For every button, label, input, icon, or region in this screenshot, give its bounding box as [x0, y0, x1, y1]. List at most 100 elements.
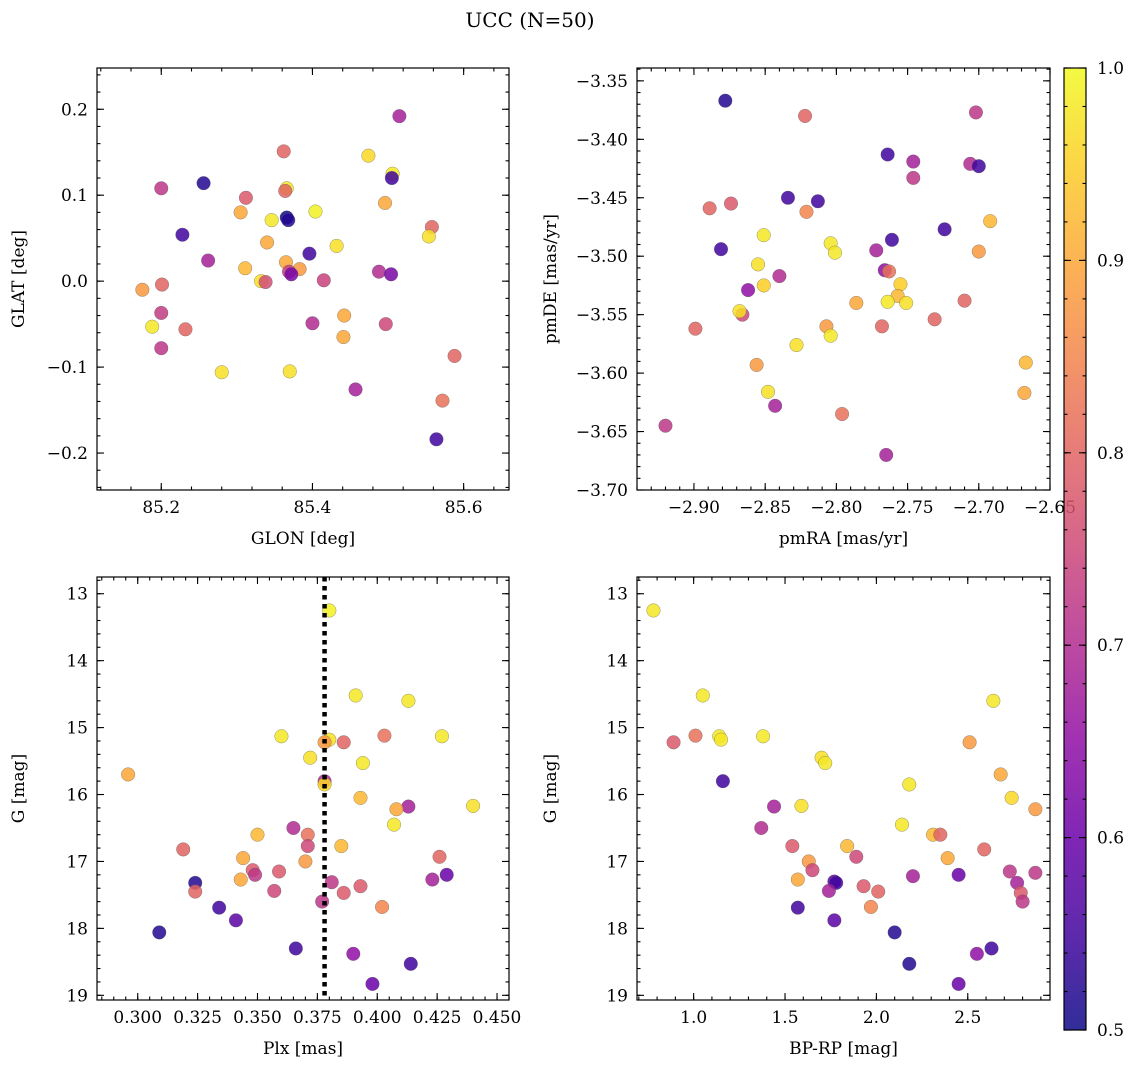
y-axis-label: G [mag]: [541, 754, 561, 823]
scatter-point: [298, 854, 313, 869]
scatter-point: [288, 941, 303, 956]
scatter-points: [135, 109, 462, 447]
scatter-point: [447, 348, 462, 363]
scatter-point: [145, 319, 160, 334]
scatter-point: [871, 884, 886, 899]
x-tick-label: −2.90: [668, 498, 720, 518]
scatter-point: [276, 144, 291, 159]
scatter-point: [927, 312, 942, 327]
x-tick-label: 1.5: [771, 1008, 798, 1028]
scatter-point: [432, 849, 447, 864]
scatter-point: [238, 190, 253, 205]
scatter-point: [152, 925, 167, 940]
scatter-point: [840, 839, 855, 854]
scatter-point: [401, 693, 416, 708]
scatter-point: [264, 213, 279, 228]
y-tick-label: 18: [66, 919, 88, 939]
x-tick-label: −2.70: [953, 498, 1005, 518]
scatter-point: [1017, 385, 1032, 401]
scatter-point: [818, 756, 833, 771]
x-tick-label: 0.325: [173, 1008, 222, 1028]
scatter-point: [284, 267, 299, 282]
colorbar-tick-label: 0.6: [1097, 829, 1124, 849]
x-tick-label: 0.400: [353, 1008, 402, 1028]
y-tick-label: 17: [606, 852, 628, 872]
x-tick-label: 85.2: [142, 498, 180, 518]
scatter-point: [951, 867, 966, 882]
scatter-point: [906, 154, 921, 169]
scatter-point: [392, 109, 407, 124]
scatter-point: [790, 872, 805, 887]
y-tick-label: −3.55: [576, 306, 628, 326]
scatter-point: [688, 321, 703, 336]
scatter-point: [749, 357, 764, 372]
x-tick-label: 0.425: [413, 1008, 462, 1028]
scatter-point: [869, 243, 884, 258]
colorbar-tick-label: 0.5: [1097, 1021, 1124, 1041]
scatter-point: [1002, 864, 1017, 879]
scatter-point: [794, 798, 809, 813]
x-tick-label: 85.4: [294, 498, 332, 518]
y-tick-label: −0.2: [47, 444, 88, 464]
scatter-point: [902, 956, 917, 971]
scatter-point: [258, 274, 273, 290]
colorbar-gradient: [1063, 67, 1087, 1031]
scatter-point: [365, 976, 380, 991]
scatter-point: [732, 304, 747, 319]
scatter-point: [713, 242, 729, 257]
y-axis-label: GLAT [deg]: [9, 230, 29, 328]
y-tick-label: 13: [606, 585, 628, 605]
x-axis-label: pmRA [mas/yr]: [779, 529, 908, 549]
scatter-point: [154, 277, 170, 292]
panel-4: 1.0 1.5 2.0 2.5 13 14 15 16 17 18 19 BP-RP [mag] G […: [541, 576, 1051, 1059]
scatter-point: [756, 278, 771, 293]
scatter-point: [154, 341, 169, 356]
scatter-point: [756, 228, 771, 243]
scatter-point: [274, 729, 289, 744]
x-axis-label: GLON [deg]: [251, 529, 355, 549]
scatter-point: [375, 899, 390, 915]
y-tick-label: 14: [66, 652, 88, 672]
scatter-point: [336, 735, 351, 750]
scatter-point: [666, 735, 681, 750]
y-tick-label: 15: [606, 719, 628, 739]
x-tick-label: 85.6: [445, 498, 483, 518]
scatter-point: [201, 253, 216, 268]
scatter-point: [971, 159, 986, 174]
plot-frame: [636, 67, 1051, 491]
scatter-point: [993, 767, 1008, 782]
scatter-point: [849, 295, 864, 311]
scatter-point: [154, 181, 169, 196]
scatter-point: [798, 108, 813, 123]
scatter-point: [267, 883, 282, 898]
scatter-point: [281, 213, 296, 228]
scatter-point: [880, 294, 895, 309]
scatter-point: [346, 946, 361, 961]
scatter-point: [688, 728, 703, 743]
colorbar-tick-label: 1.0: [1097, 59, 1124, 79]
scatter-point: [899, 295, 914, 311]
scatter-point: [466, 798, 481, 813]
scatter-point: [986, 693, 1001, 708]
scatter-point: [1015, 894, 1030, 909]
scatter-point: [439, 867, 454, 882]
x-tick-label: 2.5: [954, 1008, 981, 1028]
scatter-point: [799, 204, 814, 219]
scatter-point: [302, 246, 317, 261]
x-axis-label: Plx [mas]: [263, 1039, 343, 1059]
scatter-point: [760, 384, 776, 399]
scatter-point: [389, 802, 404, 817]
scatter-point: [849, 849, 864, 864]
scatter-point: [977, 842, 992, 857]
scatter-point: [884, 232, 899, 247]
scatter-point: [882, 264, 897, 279]
scatter-point: [377, 728, 392, 743]
scatter-point: [906, 170, 921, 185]
scatter-point: [1004, 790, 1019, 805]
scatter-point: [188, 884, 203, 899]
scatter-point: [789, 338, 804, 353]
scatter-point: [805, 863, 820, 878]
scatter-point: [386, 817, 402, 832]
scatter-point: [835, 406, 850, 422]
scatter-point: [154, 305, 169, 321]
